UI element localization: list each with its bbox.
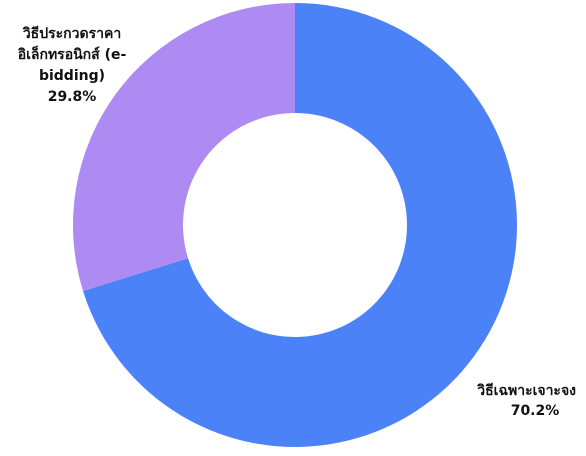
slice-name-label-2-line-3: bidding) xyxy=(39,68,105,84)
slice-value-label-1: 70.2% xyxy=(511,403,560,419)
slice-name-label-2-line-2: อิเล็กทรอนิกส์ (e- xyxy=(17,45,126,63)
donut-slice-2 xyxy=(73,3,295,291)
slice-name-label-1-line-1: วิธีเฉพาะเจาะจง xyxy=(476,383,576,399)
slice-name-label-2-line-1: วิธีประกวดราคา xyxy=(22,26,122,42)
slices-group xyxy=(73,3,517,447)
donut-slice-1 xyxy=(83,3,517,447)
slice-label-1: วิธีเฉพาะเจาะจง 70.2% xyxy=(476,383,576,419)
labels-group: วิธีเฉพาะเจาะจง 70.2% วิธีประกวดราคาอิเล็ก… xyxy=(17,26,576,419)
slice-value-label-2: 29.8% xyxy=(48,89,97,105)
